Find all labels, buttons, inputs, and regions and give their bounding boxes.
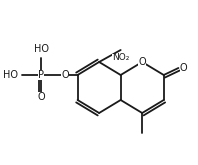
Text: O: O: [180, 63, 187, 73]
Text: NO₂: NO₂: [112, 53, 129, 63]
Text: O: O: [38, 92, 45, 102]
Text: O: O: [61, 70, 69, 80]
Text: P: P: [38, 70, 44, 80]
Text: HO: HO: [34, 44, 49, 54]
Text: O: O: [138, 57, 146, 67]
Text: HO: HO: [3, 70, 18, 80]
